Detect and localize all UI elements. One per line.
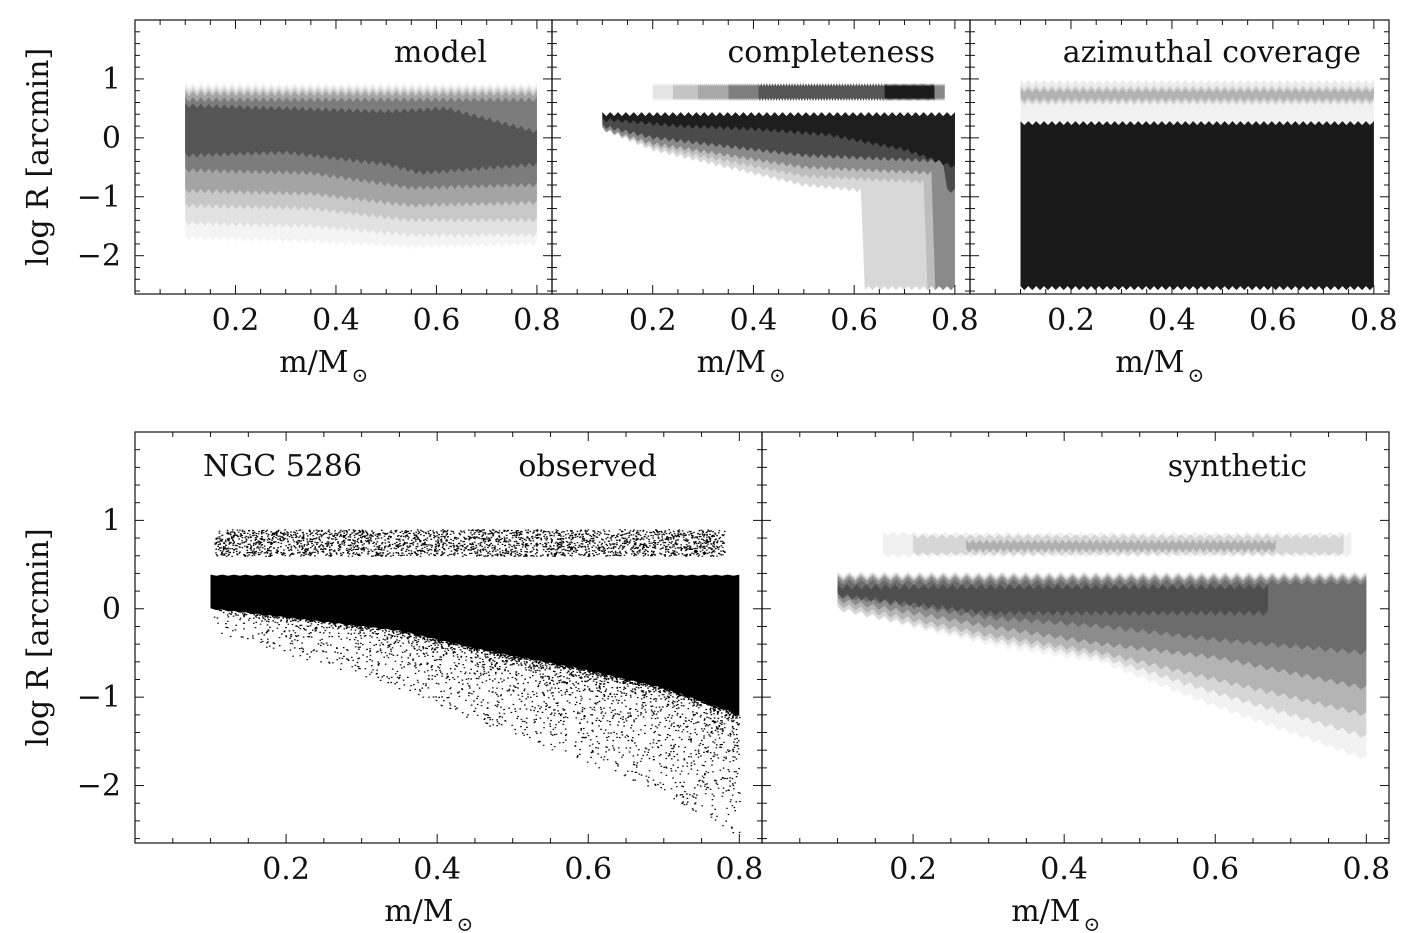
y-tick-label: −2 [77, 769, 121, 804]
azimuthal-band-2 [1020, 88, 1374, 102]
y-tick-label: −1 [77, 680, 121, 715]
y-tick-label: −1 [77, 180, 121, 215]
x-axis-label-sun-symbol: ⊙ [1084, 912, 1101, 933]
model-layer-5 [185, 103, 537, 176]
synthetic-outer-layer-2 [966, 539, 1276, 553]
x-tick-label: 0.6 [564, 852, 612, 887]
y-tick-label: 1 [102, 62, 121, 97]
x-tick-label: 0.8 [1342, 852, 1390, 887]
completeness-outer-band-5 [884, 83, 935, 101]
x-axis-label: m/M [697, 345, 766, 380]
y-tick-label: 1 [102, 503, 121, 538]
panel-azimuthal-coverage: 0.2 0.4 0.6 0.8 m/M ⊙ azimuthal coverage [969, 19, 1398, 387]
panel-title-azimuthal: azimuthal coverage [1063, 35, 1361, 70]
x-tick-label: 0.8 [715, 852, 763, 887]
x-tick-label: 0.6 [830, 303, 878, 338]
panel-title-completeness: completeness [727, 35, 935, 70]
completeness-outer-band-1 [672, 83, 698, 101]
panel-synthetic: 0.2 0.4 0.6 0.8 m/M ⊙ synthetic [761, 431, 1390, 933]
x-axis-label-sun-symbol: ⊙ [1188, 363, 1205, 387]
completeness-outer-band-0 [652, 83, 673, 101]
panel-title-observed: observed [518, 449, 657, 484]
x-axis-label: m/M [1115, 345, 1184, 380]
panel-title-synthetic: synthetic [1168, 449, 1307, 484]
panel-frame [969, 19, 1390, 295]
x-tick-label: 0.2 [262, 852, 310, 887]
observed-dense-region [210, 574, 740, 715]
x-tick-label: 0.8 [1350, 303, 1398, 338]
completeness-outer-band-4 [758, 83, 885, 101]
panel-completeness: 0.2 0.4 0.6 0.8 m/M ⊙ completeness [551, 19, 979, 387]
x-axis-label-sun-symbol: ⊙ [769, 363, 786, 387]
x-tick-label: 0.4 [1040, 852, 1088, 887]
azimuthal-band-3 [1020, 103, 1374, 129]
x-tick-label: 0.6 [1191, 852, 1239, 887]
x-tick-label: 0.6 [413, 303, 461, 338]
panel-frame [761, 431, 1390, 844]
completeness-inner-layer-4 [602, 112, 955, 168]
x-axis-label: m/M [384, 894, 453, 929]
completeness-outer-band-3 [728, 83, 759, 101]
y-tick-label: 0 [102, 592, 121, 627]
panel-annotation-ngc: NGC 5286 [203, 449, 362, 484]
x-tick-label: 0.2 [1047, 303, 1095, 338]
y-tick-label: −2 [77, 239, 121, 274]
panel-observed: 0.2 0.4 0.6 0.8 1 0 −1 −2 log R [arcmin] m/M ⊙ NGC … [21, 431, 763, 933]
x-tick-label: 0.4 [1148, 303, 1196, 338]
azimuthal-band-4 [1020, 121, 1374, 291]
x-axis-label: m/M [279, 345, 348, 380]
y-tick-label: 0 [102, 121, 121, 156]
panel-title-model: model [394, 35, 487, 70]
x-tick-label: 0.4 [730, 303, 778, 338]
y-axis-label: log R [arcmin] [21, 48, 56, 266]
x-tick-label: 0.2 [212, 303, 260, 338]
x-tick-label: 0.4 [413, 852, 461, 887]
x-axis-label-sun-symbol: ⊙ [352, 363, 369, 387]
x-tick-label: 0.6 [1249, 303, 1297, 338]
completeness-outer-band-6 [934, 83, 945, 101]
synthetic-inner-layer-5 [837, 584, 1269, 616]
x-axis-label: m/M [1011, 894, 1080, 929]
completeness-outer-band-2 [698, 83, 729, 101]
x-tick-label: 0.4 [312, 303, 360, 338]
x-axis-label-sun-symbol: ⊙ [457, 912, 474, 933]
panel-model: 0.2 0.4 0.6 0.8 1 0 −1 −2 log R [arcmin] m/M ⊙ mode… [21, 19, 561, 387]
y-axis-label: log R [arcmin] [21, 528, 56, 746]
x-tick-label: 0.8 [931, 303, 979, 338]
x-tick-label: 0.2 [889, 852, 937, 887]
x-tick-label: 0.2 [629, 303, 677, 338]
x-tick-label: 0.8 [513, 303, 561, 338]
